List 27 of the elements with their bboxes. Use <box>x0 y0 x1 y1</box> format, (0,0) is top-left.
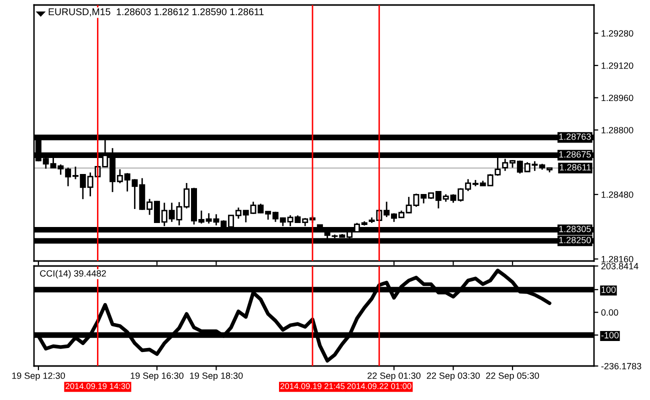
y-tick-label: -236.1783 <box>601 362 642 370</box>
x-tick-label: 19 Sep 12:30 <box>12 372 65 381</box>
chart-title: CCI(14) 39.4482 <box>40 270 106 278</box>
ref-line-label: 1.28675 <box>559 151 591 158</box>
x-tick-label: 19 Sep 16:30 <box>130 372 184 381</box>
x-tick-label: 22 Sep 05:30 <box>486 372 540 381</box>
y-tick-label: -100 <box>601 332 619 338</box>
y-tick-label: 1.29120 <box>602 62 634 69</box>
y-tick-label: 1.29280 <box>602 30 634 37</box>
ref-line-label: 1.28250 <box>559 236 591 244</box>
y-tick-label: 1.28160 <box>602 256 634 262</box>
x-tick-label: 2014.09.19 21:45 <box>280 383 345 390</box>
ref-line-label: 1.28305 <box>559 226 591 232</box>
chart-title: EURUSD,M15 1.28603 1.28612 1.28590 1.28611 <box>48 8 264 16</box>
y-tick-label: 1.28480 <box>602 191 634 198</box>
y-tick-label: 203.8414 <box>601 262 638 270</box>
y-tick-label: 1.28960 <box>602 94 634 102</box>
x-tick-label: 22 Sep 01:30 <box>368 372 421 381</box>
y-tick-label: 100 <box>602 286 616 293</box>
ref-line-label: 1.28763 <box>559 133 591 140</box>
ref-line-label: 1.28611 <box>560 164 591 170</box>
y-tick-label: 0.00 <box>601 309 618 316</box>
y-tick-label: 1.28800 <box>602 126 634 134</box>
x-tick-label: 19 Sep 18:30 <box>190 372 243 381</box>
x-tick-label: 22 Sep 03:30 <box>426 372 480 381</box>
x-tick-label: 2014.09.19 14:30 <box>66 383 130 390</box>
x-tick-label: 2014.09.22 01:00 <box>347 383 412 390</box>
